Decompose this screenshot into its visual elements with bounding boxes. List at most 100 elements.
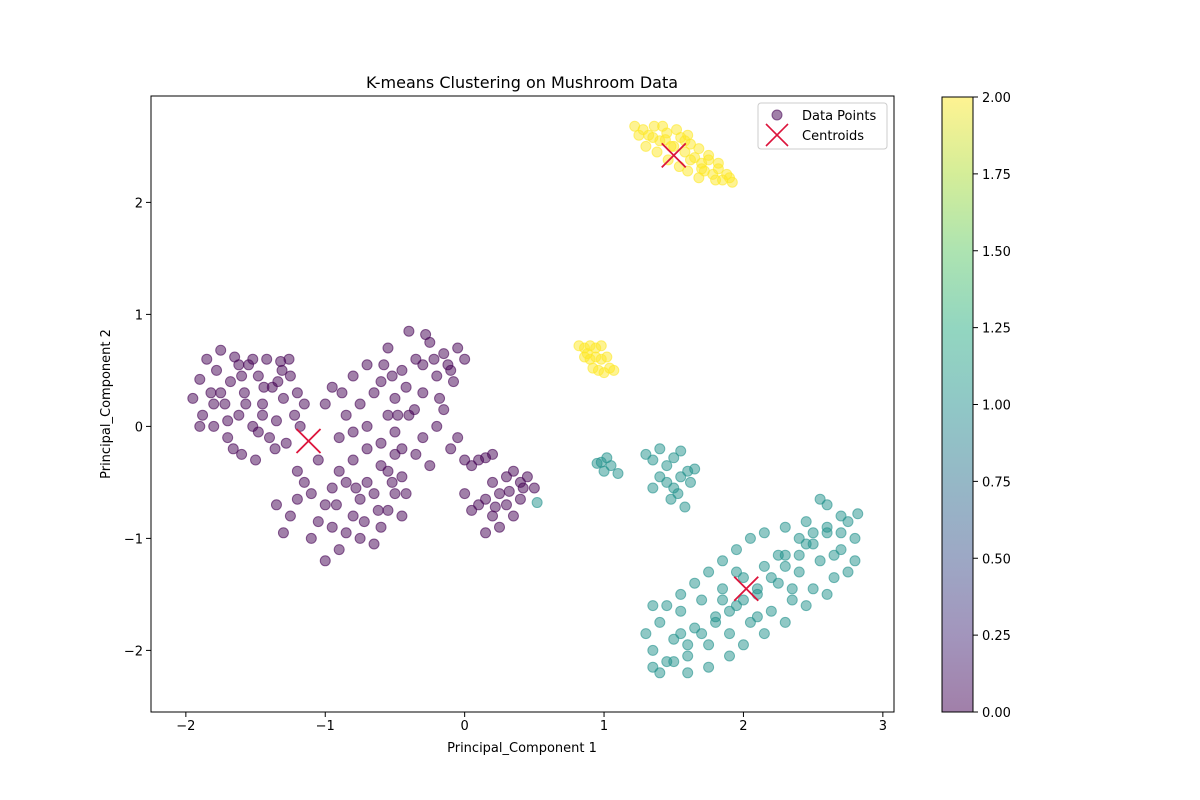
data-point: [417, 432, 429, 444]
data-point: [431, 370, 443, 382]
data-point: [668, 452, 680, 464]
data-point: [319, 398, 331, 410]
data-point: [793, 532, 805, 544]
data-point: [682, 165, 694, 177]
data-point: [403, 409, 415, 421]
data-point: [270, 415, 282, 427]
data-point: [197, 409, 209, 421]
data-point: [375, 437, 387, 449]
data-point: [389, 392, 401, 404]
data-point: [765, 572, 777, 584]
data-point: [392, 409, 404, 421]
x-tick-label: 0: [461, 719, 469, 734]
data-point: [657, 120, 669, 132]
data-point: [284, 370, 296, 382]
data-point: [396, 471, 408, 483]
centroid-marker: [295, 428, 322, 454]
data-point: [250, 454, 262, 466]
data-point: [289, 409, 301, 421]
data-point: [400, 381, 412, 393]
data-point: [489, 501, 501, 513]
data-point: [765, 605, 777, 617]
data-point: [737, 639, 749, 651]
data-point: [434, 392, 446, 404]
data-point: [682, 667, 694, 679]
data-point: [238, 387, 250, 399]
data-point: [493, 488, 505, 500]
colorbar-tick-label: 1.25: [982, 322, 1011, 337]
data-point: [689, 463, 701, 475]
data-point: [240, 398, 252, 410]
data-point: [354, 398, 366, 410]
data-point: [696, 594, 708, 606]
x-tick-label: 1: [600, 719, 608, 734]
data-point: [236, 370, 248, 382]
data-point: [340, 527, 352, 539]
x-tick-label: 3: [879, 719, 887, 734]
data-point: [758, 527, 770, 539]
data-point: [730, 566, 742, 578]
data-point: [389, 426, 401, 438]
data-point: [382, 409, 394, 421]
data-point: [417, 359, 429, 371]
y-tick-label: 2: [135, 196, 143, 211]
data-point: [224, 376, 236, 388]
data-point: [257, 409, 269, 421]
data-point: [445, 443, 457, 455]
data-point: [517, 482, 529, 494]
data-point: [361, 420, 373, 432]
data-point: [201, 353, 213, 365]
data-point: [347, 426, 359, 438]
data-point: [684, 154, 696, 166]
data-point: [438, 348, 450, 360]
data-point: [710, 174, 722, 186]
data-point: [194, 420, 206, 432]
x-axis: −2 −1 0 1 2 3: [176, 712, 887, 734]
data-point: [672, 488, 684, 500]
data-point: [459, 353, 471, 365]
data-point: [336, 387, 348, 399]
data-point: [326, 482, 338, 494]
data-point: [849, 555, 861, 567]
data-point: [800, 516, 812, 528]
data-point: [277, 527, 289, 539]
data-point: [280, 437, 292, 449]
data-point: [372, 504, 384, 516]
data-point: [779, 560, 791, 572]
data-point: [612, 467, 624, 479]
colorbar-tick-label: 2.00: [982, 91, 1011, 106]
y-axis: −2 −1 0 1 2: [124, 196, 151, 659]
centroid-marker: [661, 142, 687, 168]
data-point: [647, 600, 659, 612]
data-point: [507, 510, 519, 522]
legend-label-centroids: Centroids: [802, 129, 864, 144]
data-point: [358, 516, 370, 528]
y-tick-label: 1: [135, 308, 143, 323]
data-point: [263, 432, 275, 444]
data-point: [333, 432, 345, 444]
data-point: [480, 527, 492, 539]
data-point: [835, 527, 847, 539]
data-point: [679, 501, 691, 513]
data-point: [277, 392, 289, 404]
data-point: [452, 432, 464, 444]
data-point: [675, 445, 687, 457]
data-point: [319, 555, 331, 567]
data-point: [679, 146, 691, 158]
data-point: [258, 381, 270, 393]
data-point: [693, 143, 705, 155]
data-point: [447, 376, 459, 388]
data-point: [403, 325, 415, 337]
legend-marker-centroids: [765, 123, 789, 147]
data-point: [793, 549, 805, 561]
data-point: [640, 628, 652, 640]
data-point: [786, 594, 798, 606]
data-point: [703, 566, 715, 578]
data-point: [682, 650, 694, 662]
data-point: [717, 594, 729, 606]
data-point: [382, 465, 394, 477]
data-point: [420, 329, 432, 341]
data-point: [222, 415, 234, 427]
data-point: [396, 364, 408, 376]
